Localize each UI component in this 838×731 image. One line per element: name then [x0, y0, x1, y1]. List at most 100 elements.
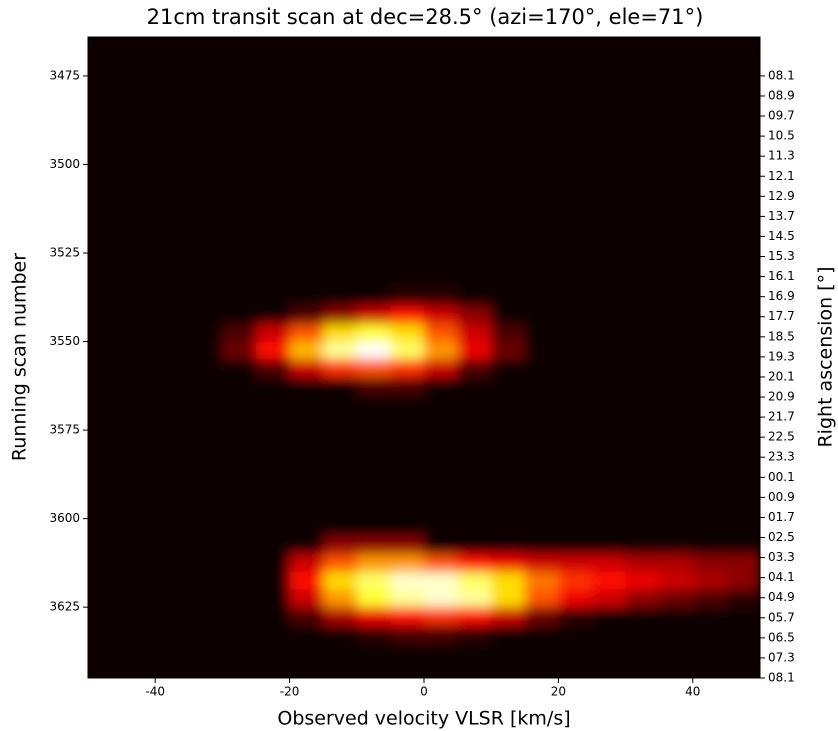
heatmap-cell [692, 235, 727, 254]
heatmap-cell [121, 164, 156, 183]
heatmap-cell [625, 341, 660, 360]
heatmap-cell [323, 660, 358, 678]
heatmap-cell [424, 660, 459, 678]
heatmap-cell [692, 199, 727, 219]
heatmap-cell [424, 447, 459, 467]
heatmap-cell [256, 465, 291, 484]
heatmap-cell [457, 146, 492, 165]
heatmap-cell [188, 660, 223, 678]
heatmap-cell [390, 589, 425, 608]
heatmap-cell [256, 182, 291, 201]
heatmap-cell [289, 536, 324, 555]
y2-tick-label: 10.5 [768, 129, 795, 143]
heatmap-cell [457, 182, 492, 201]
heatmap-cell [424, 306, 459, 325]
heatmap-cell [524, 75, 559, 95]
heatmap-cell [155, 253, 190, 272]
heatmap-cell [356, 624, 391, 644]
heatmap-cell [256, 235, 291, 254]
heatmap-cell [726, 199, 760, 219]
heatmap-cell [155, 182, 190, 201]
y2-tick-label: 03.3 [768, 550, 795, 564]
heatmap-cell [256, 518, 291, 537]
y2-tick-label: 16.9 [768, 289, 795, 303]
heatmap-cell [558, 376, 593, 396]
heatmap-cell [222, 430, 257, 449]
heatmap-cell [726, 253, 760, 272]
heatmap-cell [390, 75, 425, 95]
heatmap-cell [155, 447, 190, 467]
heatmap-cell [356, 58, 391, 77]
heatmap-cell [558, 129, 593, 148]
y2-tick-label: 09.7 [768, 109, 795, 123]
heatmap-cell [592, 589, 627, 608]
heatmap-cell [88, 235, 123, 254]
heatmap-cell [424, 164, 459, 183]
heatmap-cell [457, 447, 492, 467]
heatmap-cell [356, 447, 391, 467]
heatmap-cell [692, 589, 727, 608]
heatmap-cell [659, 253, 694, 272]
heatmap-cell [457, 253, 492, 272]
heatmap-cell [524, 394, 559, 413]
heatmap-cell [289, 376, 324, 396]
heatmap-cell [558, 500, 593, 520]
heatmap-cell [558, 182, 593, 201]
heatmap-cell [256, 40, 291, 59]
heatmap-cell [155, 146, 190, 165]
heatmap-cell [256, 93, 291, 112]
heatmap-cell [457, 624, 492, 644]
heatmap-cell [188, 341, 223, 360]
heatmap-cell [222, 164, 257, 183]
heatmap-cell [356, 235, 391, 254]
heatmap-cell [390, 394, 425, 413]
heatmap-cell [323, 199, 358, 219]
heatmap-cell [155, 111, 190, 130]
heatmap-cell [289, 341, 324, 360]
heatmap-cell [558, 93, 593, 112]
heatmap-cell [323, 624, 358, 644]
heatmap-cell [524, 465, 559, 484]
heatmap-cell [592, 624, 627, 644]
heatmap-cell [625, 430, 660, 449]
heatmap-cell [121, 465, 156, 484]
heatmap-cell [289, 217, 324, 236]
heatmap-cell [188, 518, 223, 537]
heatmap-cell [88, 111, 123, 130]
y2-tick-label: 00.1 [768, 470, 795, 484]
heatmap-cell [155, 465, 190, 484]
heatmap-cell [289, 660, 324, 678]
heatmap-cell [692, 607, 727, 626]
heatmap-cell [457, 75, 492, 95]
heatmap-cell [491, 430, 526, 449]
heatmap-cell [188, 465, 223, 484]
heatmap-cell [457, 270, 492, 289]
heatmap-cell [323, 93, 358, 112]
heatmap-cell [256, 58, 291, 77]
heatmap-cell [390, 607, 425, 626]
heatmap-cell [222, 235, 257, 254]
heatmap-cell [524, 40, 559, 59]
heatmap-cell [424, 589, 459, 608]
y-axis-label: Running scan number [9, 253, 31, 461]
heatmap-cell [390, 359, 425, 378]
y2-tick-label: 19.3 [768, 349, 795, 363]
heatmap-cell [491, 518, 526, 537]
heatmap-cell [592, 536, 627, 555]
heatmap-cell [390, 447, 425, 467]
heatmap-cell [222, 554, 257, 573]
heatmap-cell [222, 129, 257, 148]
heatmap-cell [222, 323, 257, 343]
heatmap-cell [625, 111, 660, 130]
heatmap-cell [188, 500, 223, 520]
heatmap-cell [625, 288, 660, 307]
heatmap-cell [659, 75, 694, 95]
heatmap-cell [625, 412, 660, 431]
heatmap-cell [625, 359, 660, 378]
heatmap-cell [524, 554, 559, 573]
heatmap-cell [457, 93, 492, 112]
heatmap-cell [390, 465, 425, 484]
heatmap-cell [558, 589, 593, 608]
heatmap-cell [121, 500, 156, 520]
heatmap-cell [256, 288, 291, 307]
